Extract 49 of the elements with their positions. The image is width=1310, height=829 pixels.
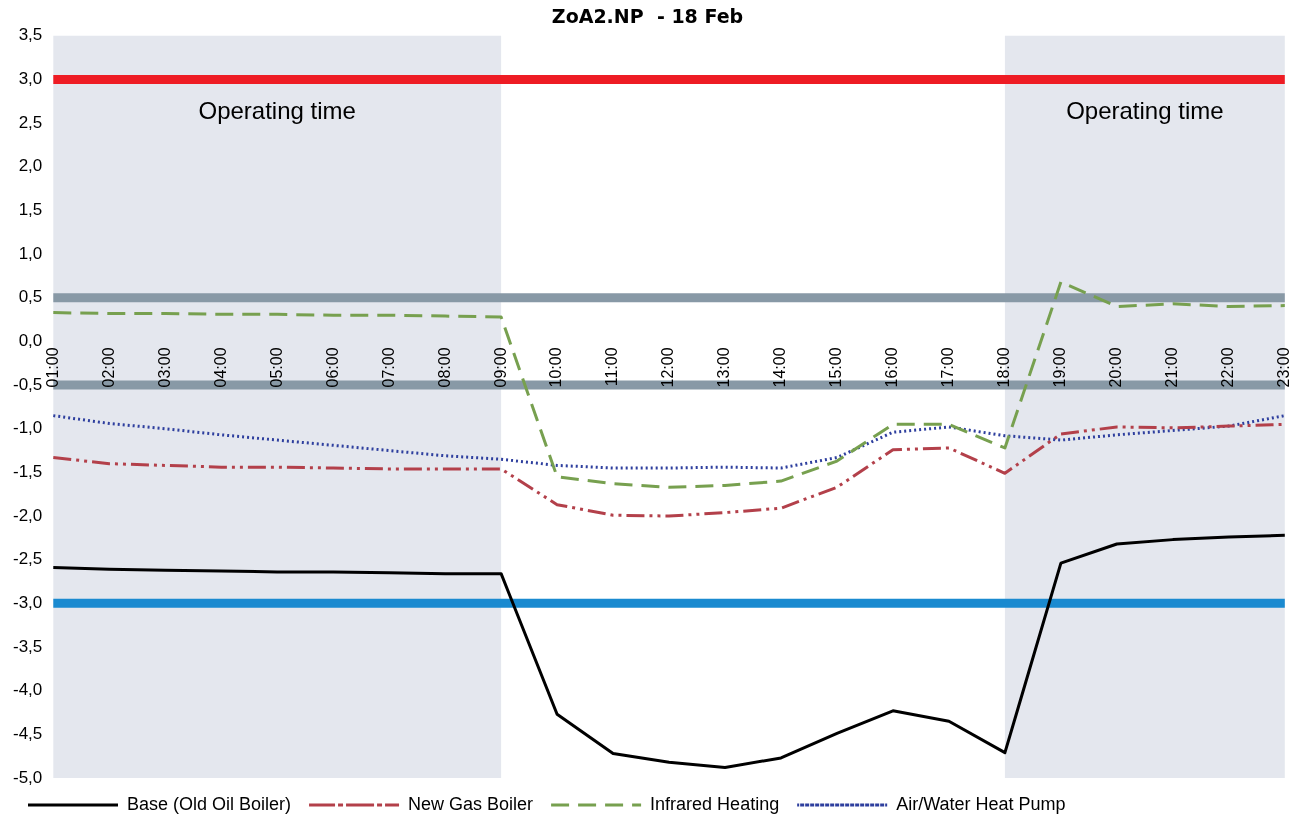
x-tick-label: 18:00	[995, 347, 1013, 388]
y-tick-label: 1,5	[18, 200, 43, 220]
x-tick-label: 21:00	[1163, 347, 1181, 388]
y-tick-label: 3,5	[18, 25, 43, 45]
x-tick-label: 07:00	[379, 347, 397, 388]
x-tick-label: 11:00	[603, 347, 621, 387]
y-tick-label: -0,5	[13, 374, 43, 394]
x-tick-label: 20:00	[1107, 347, 1125, 388]
y-tick-label: -1,0	[13, 418, 43, 438]
band-label: Operating time	[198, 97, 356, 125]
y-tick-label: 0,5	[18, 287, 43, 307]
x-tick-label: 13:00	[715, 347, 733, 388]
x-tick-label: 05:00	[267, 347, 285, 388]
x-tick-label: 17:00	[939, 347, 957, 388]
y-tick-label: 1,0	[18, 243, 43, 263]
x-tick-label: 16:00	[883, 347, 901, 388]
x-tick-label: 12:00	[659, 347, 677, 388]
x-tick-label: 03:00	[155, 347, 173, 388]
x-tick-label: 08:00	[435, 347, 453, 388]
legend-label: New Gas Boiler	[408, 793, 534, 814]
y-tick-label: -4,5	[13, 724, 43, 744]
y-tick-label: -2,0	[13, 505, 43, 525]
x-tick-label: 15:00	[827, 347, 845, 388]
y-tick-label: -3,0	[13, 593, 43, 613]
y-tick-label: -3,5	[13, 636, 43, 656]
y-tick-label: -5,0	[13, 767, 43, 787]
x-tick-label: 23:00	[1275, 347, 1293, 388]
y-tick-label: -4,0	[13, 680, 43, 700]
x-tick-label: 09:00	[491, 347, 509, 388]
legend-label: Air/Water Heat Pump	[896, 793, 1066, 814]
x-tick-label: 01:00	[43, 347, 61, 388]
x-tick-label: 19:00	[1051, 347, 1069, 388]
x-tick-label: 06:00	[323, 347, 341, 388]
x-tick-label: 02:00	[99, 347, 117, 388]
x-tick-label: 04:00	[211, 347, 229, 388]
band-label: Operating time	[1066, 97, 1224, 125]
x-tick-label: 10:00	[547, 347, 565, 388]
chart-title: ZoA2.NP - 18 Feb	[551, 5, 744, 28]
legend-label: Base (Old Oil Boiler)	[127, 793, 292, 814]
y-tick-label: -2,5	[13, 549, 43, 569]
y-tick-label: 2,5	[18, 112, 43, 132]
line-series	[51, 414, 1287, 470]
legend-label: Infrared Heating	[650, 793, 780, 814]
x-tick-label: 22:00	[1219, 347, 1237, 388]
x-tick-label: 14:00	[771, 347, 789, 388]
y-tick-label: 3,0	[18, 69, 43, 89]
y-tick-label: -1,5	[13, 462, 43, 482]
y-tick-label: 0,0	[18, 331, 43, 351]
y-tick-label: 2,0	[18, 156, 43, 176]
